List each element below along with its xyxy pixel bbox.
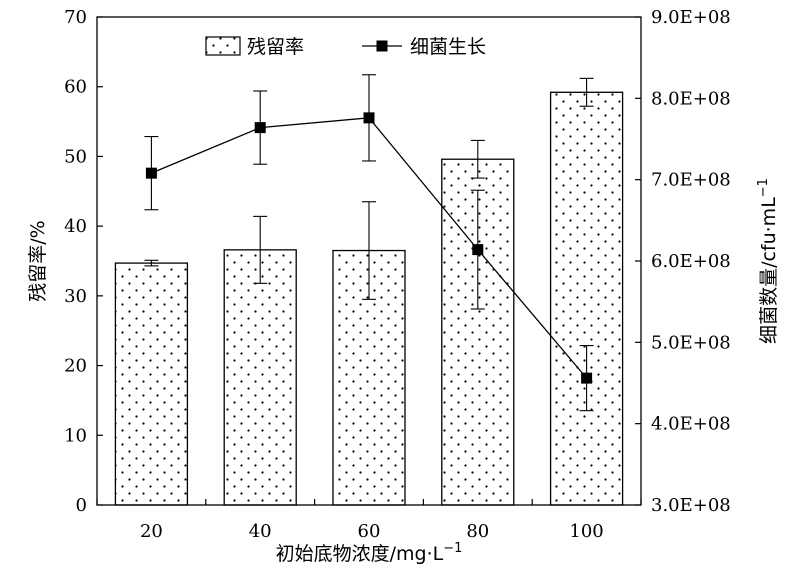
line-point-20 — [145, 167, 157, 179]
left-tick-label: 10 — [64, 425, 87, 446]
line-point-40 — [254, 122, 266, 134]
x-tick-label: 20 — [140, 521, 163, 542]
left-tick-label: 40 — [64, 216, 87, 237]
y-axis-label-right: 细菌数量/cfu·mL−1 — [756, 178, 780, 344]
bar-40 — [223, 249, 297, 506]
right-tick-label: 8.0E+08 — [651, 88, 731, 109]
left-tick-label: 70 — [64, 7, 87, 28]
bar-100 — [549, 91, 624, 506]
right-tick-label: 6.0E+08 — [651, 251, 731, 272]
line-point-100 — [581, 372, 593, 384]
left-tick-label: 50 — [64, 146, 87, 167]
x-tick-label: 40 — [249, 521, 272, 542]
legend: 残留率 细菌生长 — [205, 36, 486, 58]
right-tick-label: 7.0E+08 — [651, 170, 731, 191]
legend-swatch-marker — [376, 40, 388, 52]
left-tick-label: 60 — [64, 77, 87, 98]
right-tick-label: 4.0E+08 — [651, 414, 731, 435]
x-tick-label: 80 — [466, 521, 489, 542]
right-tick-label: 9.0E+08 — [651, 7, 731, 28]
tick-layer: 0 10 20 30 40 50 60 70 3.0E+08 4.0E+08 5.0E+08 6.0E… — [64, 7, 731, 542]
axis-labels: 初始底物浓度/mg·L−1 残留率/% 细菌数量/cfu·mL−1 — [27, 178, 780, 565]
line-layer — [144, 74, 594, 412]
line-point-80 — [472, 244, 484, 256]
line-point-60 — [363, 112, 375, 124]
x-tick-label: 100 — [569, 521, 603, 542]
legend-swatch-bar — [205, 36, 241, 56]
legend-label-line: 细菌生长 — [410, 36, 486, 58]
y-axis-label-left: 残留率/% — [27, 220, 49, 301]
right-tick-label: 5.0E+08 — [651, 332, 731, 353]
left-tick-label: 30 — [64, 286, 87, 307]
x-axis-label: 初始底物浓度/mg·L−1 — [276, 541, 463, 565]
x-tick-label: 60 — [358, 521, 381, 542]
legend-label-bar: 残留率 — [247, 36, 304, 58]
left-tick-label: 20 — [64, 356, 87, 377]
right-tick-label: 3.0E+08 — [651, 495, 731, 516]
left-tick-label: 0 — [76, 495, 87, 516]
bar-20 — [114, 262, 189, 506]
